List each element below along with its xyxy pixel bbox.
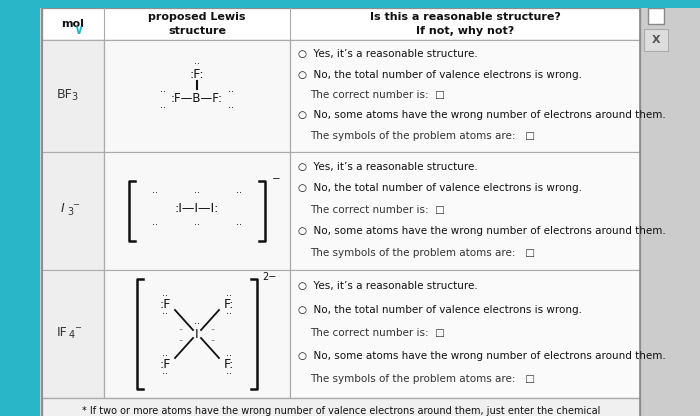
Text: mol: mol [62,19,85,29]
Text: :F: :F [160,359,171,371]
Text: ○  Yes, it’s a reasonable structure.: ○ Yes, it’s a reasonable structure. [298,281,477,291]
Text: :F—B—F:: :F—B—F: [171,92,223,104]
Text: ··: ·· [226,309,232,319]
Text: ○  No, the total number of valence electrons is wrong.: ○ No, the total number of valence electr… [298,305,582,314]
Bar [290,270,640,398]
Text: ○  No, some atoms have the wrong number of electrons around them.: ○ No, some atoms have the wrong number o… [298,351,666,361]
Bar [648,8,664,24]
Bar [42,8,640,416]
Text: I: I [61,203,65,215]
Text: 3: 3 [67,207,73,217]
Text: 4: 4 [69,330,75,340]
Text: ··: ·· [194,220,200,230]
Text: ··: ·· [162,351,168,361]
Bar [0,0,700,8]
Text: IF: IF [57,325,67,339]
Text: ○  No, some atoms have the wrong number of electrons around them.: ○ No, some atoms have the wrong number o… [298,110,666,120]
Text: ··: ·· [162,309,168,319]
Text: 3: 3 [71,92,77,102]
Text: ··: ·· [226,369,232,379]
Bar [290,152,640,270]
Text: The correct number is:  □: The correct number is: □ [310,90,445,100]
Bar [104,152,290,270]
Bar [42,8,640,40]
Text: 2−: 2− [262,272,276,282]
Text: ··: ·· [211,327,216,335]
Text: ○  No, some atoms have the wrong number of electrons around them.: ○ No, some atoms have the wrong number o… [298,226,666,236]
Text: ··: ·· [152,220,158,230]
Bar [104,40,290,152]
Text: F:: F: [224,299,234,312]
Bar [0,0,40,416]
Bar [42,40,104,152]
Bar [42,270,104,398]
Text: ··: ·· [162,291,168,301]
Text: The symbols of the problem atoms are:   □: The symbols of the problem atoms are: □ [310,131,535,141]
Text: The correct number is:  □: The correct number is: □ [310,328,445,338]
Text: ○  No, the total number of valence electrons is wrong.: ○ No, the total number of valence electr… [298,183,582,193]
Text: ○  Yes, it’s a reasonable structure.: ○ Yes, it’s a reasonable structure. [298,49,477,59]
Text: −: − [74,324,81,332]
Text: ··: ·· [194,59,200,69]
Text: X: X [652,35,660,45]
Text: :I—I—I:: :I—I—I: [175,203,219,215]
Bar [104,270,290,398]
Text: ··: ·· [211,337,216,347]
Text: ··: ·· [194,319,200,329]
Text: ··: ·· [160,103,166,113]
Bar [42,152,104,270]
Text: The correct number is:  □: The correct number is: □ [310,205,445,215]
Text: ∨: ∨ [73,23,83,37]
Text: I: I [195,327,199,341]
Text: ··: ·· [228,87,234,97]
Bar [644,29,668,51]
Text: ○  No, the total number of valence electrons is wrong.: ○ No, the total number of valence electr… [298,69,582,79]
Text: ··: ·· [226,351,232,361]
Text: ··: ·· [152,188,158,198]
Bar [42,8,640,416]
Text: ··: ·· [236,220,242,230]
Text: ··: ·· [178,327,183,335]
Text: Is this a reasonable structure?
If not, why not?: Is this a reasonable structure? If not, … [370,12,561,36]
Text: ○  Yes, it’s a reasonable structure.: ○ Yes, it’s a reasonable structure. [298,162,477,172]
Text: ··: ·· [160,87,166,97]
Text: ··: ·· [178,337,183,347]
Bar [641,0,700,416]
Text: proposed Lewis
structure: proposed Lewis structure [148,12,246,36]
Text: ··: ·· [226,291,232,301]
Bar [290,40,640,152]
Text: :F: :F [160,299,171,312]
Bar [42,398,640,416]
Text: The symbols of the problem atoms are:   □: The symbols of the problem atoms are: □ [310,248,535,258]
Text: ··: ·· [228,103,234,113]
Text: ··: ·· [162,369,168,379]
Text: F:: F: [224,359,234,371]
Text: The symbols of the problem atoms are:   □: The symbols of the problem atoms are: □ [310,374,535,384]
Text: BF: BF [57,87,73,101]
Text: −: − [73,201,80,210]
Bar [0,0,700,8]
Text: :F:: :F: [190,67,204,81]
Text: −: − [272,174,281,184]
Text: ··: ·· [194,188,200,198]
Text: ··: ·· [236,188,242,198]
Text: * If two or more atoms have the wrong number of valence electrons around them, j: * If two or more atoms have the wrong nu… [69,406,614,416]
